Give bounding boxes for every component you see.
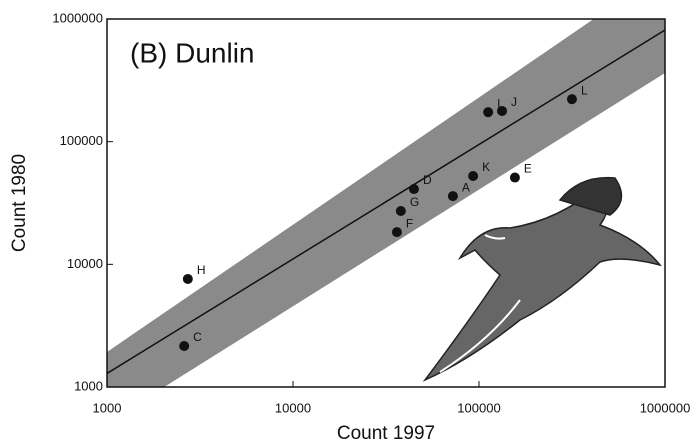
point-label: L [581,83,588,97]
fit-line [107,29,665,375]
chart-title: (B) Dunlin [130,37,254,68]
x-tick-label: 1000000 [640,400,691,415]
point [509,172,520,183]
point [391,227,402,238]
y-tick-label: 100000 [60,133,103,148]
x-axis-label: Count 1997 [337,423,435,444]
point [179,340,190,351]
y-tick-label: 1000000 [52,10,103,25]
point-label: D [423,173,432,187]
band-layer [107,19,665,387]
y-tick-label: 1000 [74,378,103,393]
point-label: E [524,162,532,176]
y-tick-label: 10000 [67,256,103,271]
x-tick-label: 1000 [93,400,122,415]
point-label: H [197,263,206,277]
point [483,107,494,118]
point [497,105,508,116]
y-axis-label: Count 1980 [9,154,30,252]
bird-illustration [422,176,662,382]
point [408,184,419,195]
point-label: A [462,180,470,194]
x-tick-label: 10000 [275,400,311,415]
point [395,206,406,217]
point-label: G [410,195,419,209]
point [447,191,458,202]
point-label: F [406,216,413,230]
point-label: K [482,160,490,174]
point [182,273,193,284]
point-label: J [511,95,517,109]
band [107,19,665,387]
point [468,170,479,181]
x-tick-label: 100000 [457,400,500,415]
point-label: I [497,96,500,110]
point-label: C [193,330,202,344]
point [566,94,577,105]
plot-frame [106,18,666,388]
